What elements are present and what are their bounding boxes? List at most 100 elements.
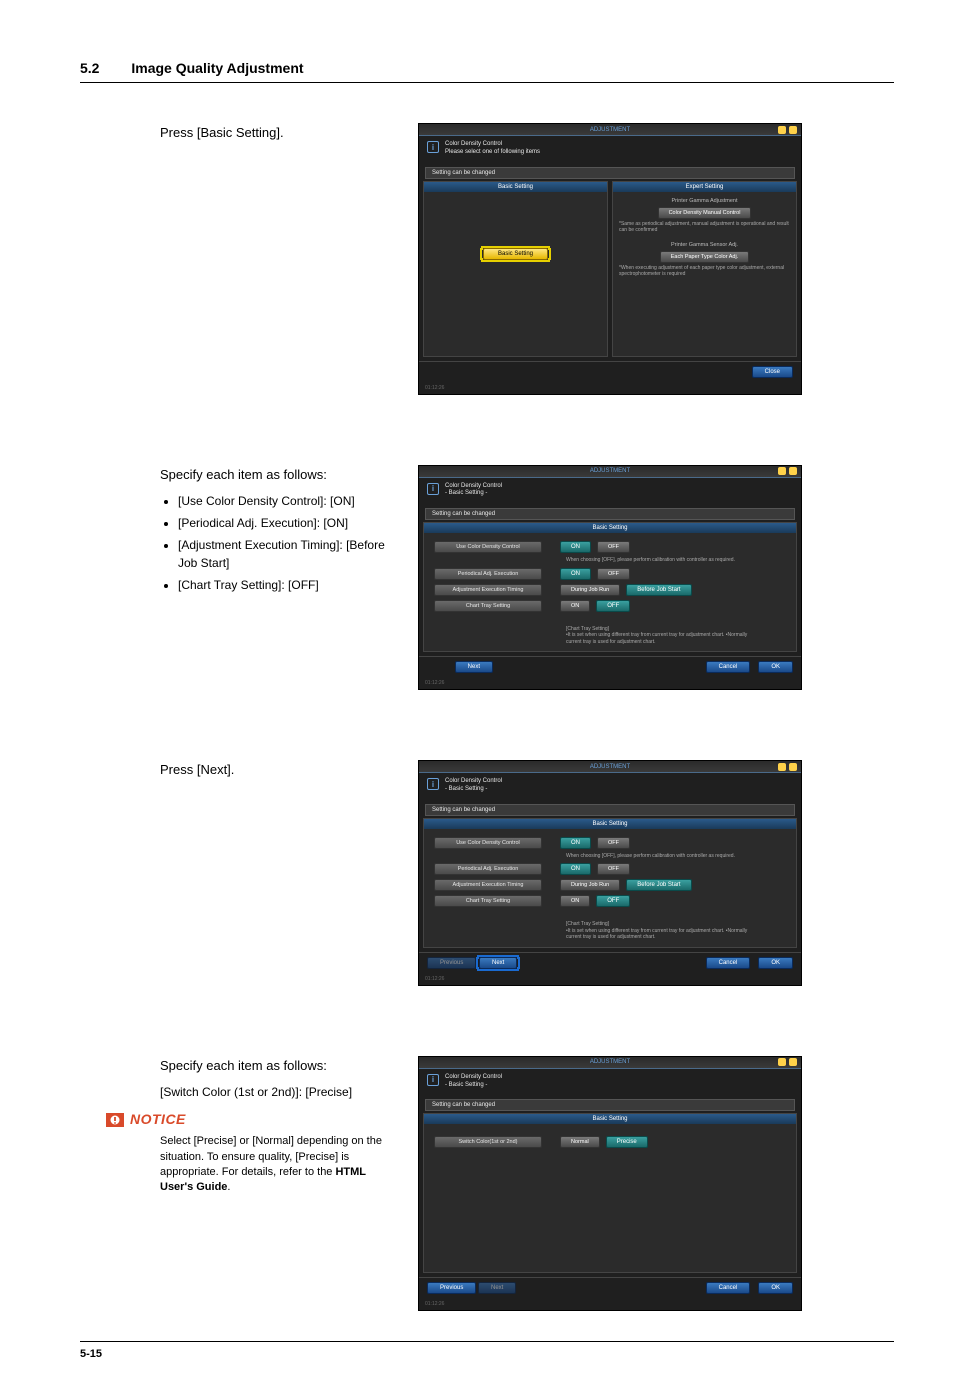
basic-setting-button[interactable]: Basic Setting xyxy=(483,248,548,260)
step-4-instruction: Specify each item as follows: xyxy=(160,1056,390,1076)
panel-header: i Color Density Control - Basic Setting … xyxy=(419,773,801,804)
off-button[interactable]: OFF xyxy=(596,600,630,612)
panel-titlebar: ADJUSTMENT xyxy=(419,124,801,136)
panel-status: 01:12:26 xyxy=(419,1300,801,1310)
during-job-button[interactable]: During Job Run xyxy=(560,584,620,596)
panel-header-text: Color Density Control - Basic Setting - xyxy=(445,778,502,794)
panel-titlebar: ADJUSTMENT xyxy=(419,466,801,478)
step-2: Specify each item as follows: [Use Color… xyxy=(80,465,894,691)
label-chart-tray: Chart Tray Setting xyxy=(434,600,542,612)
before-job-button[interactable]: Before Job Start xyxy=(626,879,691,891)
basic-col-head: Basic Setting xyxy=(424,523,796,533)
row-use-color-density: Use Color Density Control ON OFF xyxy=(424,835,796,851)
step-4-sub: [Switch Color (1st or 2nd)]: [Precise] xyxy=(160,1083,390,1101)
next-button[interactable]: Next xyxy=(455,661,493,673)
panel-header: i Color Density Control Please select on… xyxy=(419,136,801,167)
step-2-instruction: Specify each item as follows: xyxy=(160,465,390,485)
info-icon: i xyxy=(427,141,439,153)
titlebar-icon-2[interactable] xyxy=(789,126,797,134)
next-button: Next xyxy=(478,1282,516,1294)
panel-header-text: Color Density Control - Basic Setting - xyxy=(445,1074,502,1090)
normal-button[interactable]: Normal xyxy=(560,1136,600,1148)
list-item: [Chart Tray Setting]: [OFF] xyxy=(178,576,390,594)
step-3-text: Press [Next]. xyxy=(80,760,390,788)
before-job-button[interactable]: Before Job Start xyxy=(626,584,691,596)
cancel-button[interactable]: Cancel xyxy=(706,1282,751,1294)
label-periodical: Periodical Adj. Execution xyxy=(434,863,542,875)
page-number: 5-15 xyxy=(80,1348,894,1360)
row-timing: Adjustment Execution Timing During Job R… xyxy=(424,582,796,598)
each-paper-type-button[interactable]: Each Paper Type Color Adj. xyxy=(660,251,749,263)
expert-col-head: Expert Setting xyxy=(613,182,796,192)
ok-button[interactable]: OK xyxy=(758,957,793,969)
right-sec-1: Printer Gamma Adjustment xyxy=(613,198,796,204)
right-note-1: *Same as periodical adjustment, manual a… xyxy=(613,219,796,236)
basic-col-head: Basic Setting xyxy=(424,1114,796,1124)
on-button[interactable]: ON xyxy=(560,600,590,612)
section-header: 5.2 Image Quality Adjustment xyxy=(80,60,894,83)
label-chart-tray: Chart Tray Setting xyxy=(434,895,542,907)
off-button[interactable]: OFF xyxy=(597,863,630,875)
row1-note: When choosing [OFF], please perform cali… xyxy=(560,851,780,862)
notice-row: NOTICE xyxy=(106,1109,390,1130)
screenshot-1: ADJUSTMENT i Color Density Control Pleas… xyxy=(418,123,802,395)
titlebar-icon-1[interactable] xyxy=(778,763,786,771)
panel-header-text: Color Density Control Please select one … xyxy=(445,141,540,157)
panel-footer: Next Cancel OK xyxy=(419,656,801,679)
cancel-button[interactable]: Cancel xyxy=(706,957,751,969)
off-button[interactable]: OFF xyxy=(596,895,630,907)
off-button[interactable]: OFF xyxy=(597,541,630,553)
notice-icon xyxy=(106,1113,124,1127)
titlebar-icon-2[interactable] xyxy=(789,467,797,475)
during-job-button[interactable]: During Job Run xyxy=(560,879,620,891)
screenshot-3: ADJUSTMENT i Color Density Control - Bas… xyxy=(418,760,802,986)
highlight-next: Next xyxy=(478,959,518,967)
right-sec-2: Printer Gamma Sensor Adj. xyxy=(613,242,796,248)
titlebar-icon-1[interactable] xyxy=(778,126,786,134)
on-button[interactable]: ON xyxy=(560,541,591,553)
titlebar-label: ADJUSTMENT xyxy=(590,127,630,133)
precise-button[interactable]: Precise xyxy=(606,1136,648,1148)
panel-status: 01:12:26 xyxy=(419,384,801,394)
close-button[interactable]: Close xyxy=(752,366,793,378)
chart-tray-note: [Chart Tray Setting] •It is set when usi… xyxy=(560,919,760,943)
panel-header-text: Color Density Control - Basic Setting - xyxy=(445,483,502,499)
next-button[interactable]: Next xyxy=(479,957,517,969)
titlebar-icon-1[interactable] xyxy=(778,1058,786,1066)
step-4: Specify each item as follows: [Switch Co… xyxy=(80,1056,894,1312)
step-1: Press [Basic Setting]. ADJUSTMENT i Colo… xyxy=(80,123,894,395)
titlebar-icon-2[interactable] xyxy=(789,763,797,771)
step-2-list: [Use Color Density Control]: [ON] [Perio… xyxy=(160,492,390,594)
color-density-manual-button[interactable]: Color Density Manual Control xyxy=(658,207,752,219)
label-use-color-density: Use Color Density Control xyxy=(434,541,542,553)
step-3-instruction: Press [Next]. xyxy=(160,760,390,780)
on-button[interactable]: ON xyxy=(560,863,591,875)
on-button[interactable]: ON xyxy=(560,568,591,580)
list-item: [Use Color Density Control]: [ON] xyxy=(178,492,390,510)
off-button[interactable]: OFF xyxy=(597,568,630,580)
previous-button[interactable]: Previous xyxy=(427,1282,476,1294)
titlebar-label: ADJUSTMENT xyxy=(590,468,630,474)
row1-note: When choosing [OFF], please perform cali… xyxy=(560,555,780,566)
cancel-button[interactable]: Cancel xyxy=(706,661,751,673)
step-3: Press [Next]. ADJUSTMENT i Color Density… xyxy=(80,760,894,986)
on-button[interactable]: ON xyxy=(560,837,591,849)
titlebar-icon-2[interactable] xyxy=(789,1058,797,1066)
label-periodical: Periodical Adj. Execution xyxy=(434,568,542,580)
off-button[interactable]: OFF xyxy=(597,837,630,849)
panel-status: 01:12:26 xyxy=(419,975,801,985)
panel-hint: Setting can be changed xyxy=(425,804,795,816)
on-button[interactable]: ON xyxy=(560,895,590,907)
ok-button[interactable]: OK xyxy=(758,1282,793,1294)
ok-button[interactable]: OK xyxy=(758,661,793,673)
basic-col-head: Basic Setting xyxy=(424,182,607,192)
notice-label: NOTICE xyxy=(130,1109,186,1130)
titlebar-icon-1[interactable] xyxy=(778,467,786,475)
basic-col-head: Basic Setting xyxy=(424,819,796,829)
titlebar-label: ADJUSTMENT xyxy=(590,764,630,770)
section-number: 5.2 xyxy=(80,60,99,76)
row-use-color-density: Use Color Density Control ON OFF xyxy=(424,539,796,555)
previous-button: Previous xyxy=(427,957,476,969)
info-icon: i xyxy=(427,1074,439,1086)
label-timing: Adjustment Execution Timing xyxy=(434,879,542,891)
